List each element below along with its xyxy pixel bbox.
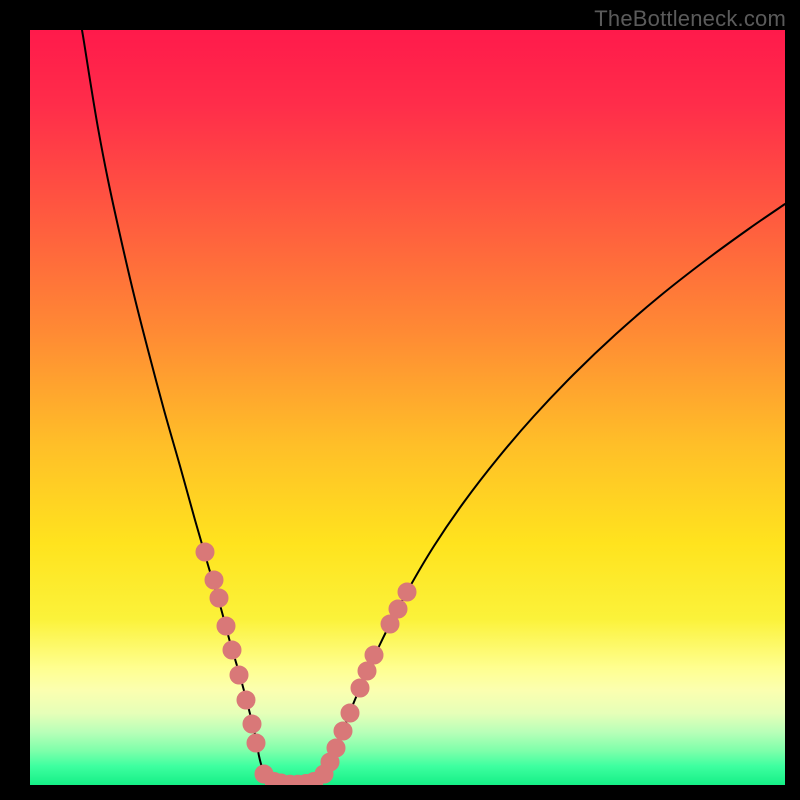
data-marker [327,739,345,757]
chart-svg [30,30,785,785]
gradient-background [30,30,785,785]
data-marker [196,543,214,561]
data-marker [205,571,223,589]
watermark-label: TheBottleneck.com [594,6,786,32]
data-marker [341,704,359,722]
data-marker [389,600,407,618]
plot-area [30,30,785,785]
data-marker [217,617,235,635]
data-marker [334,722,352,740]
data-marker [247,734,265,752]
data-marker [358,662,376,680]
data-marker [398,583,416,601]
chart-container: TheBottleneck.com [0,0,800,800]
data-marker [237,691,255,709]
data-marker [230,666,248,684]
data-marker [223,641,241,659]
data-marker [210,589,228,607]
data-marker [365,646,383,664]
data-marker [243,715,261,733]
data-marker [351,679,369,697]
